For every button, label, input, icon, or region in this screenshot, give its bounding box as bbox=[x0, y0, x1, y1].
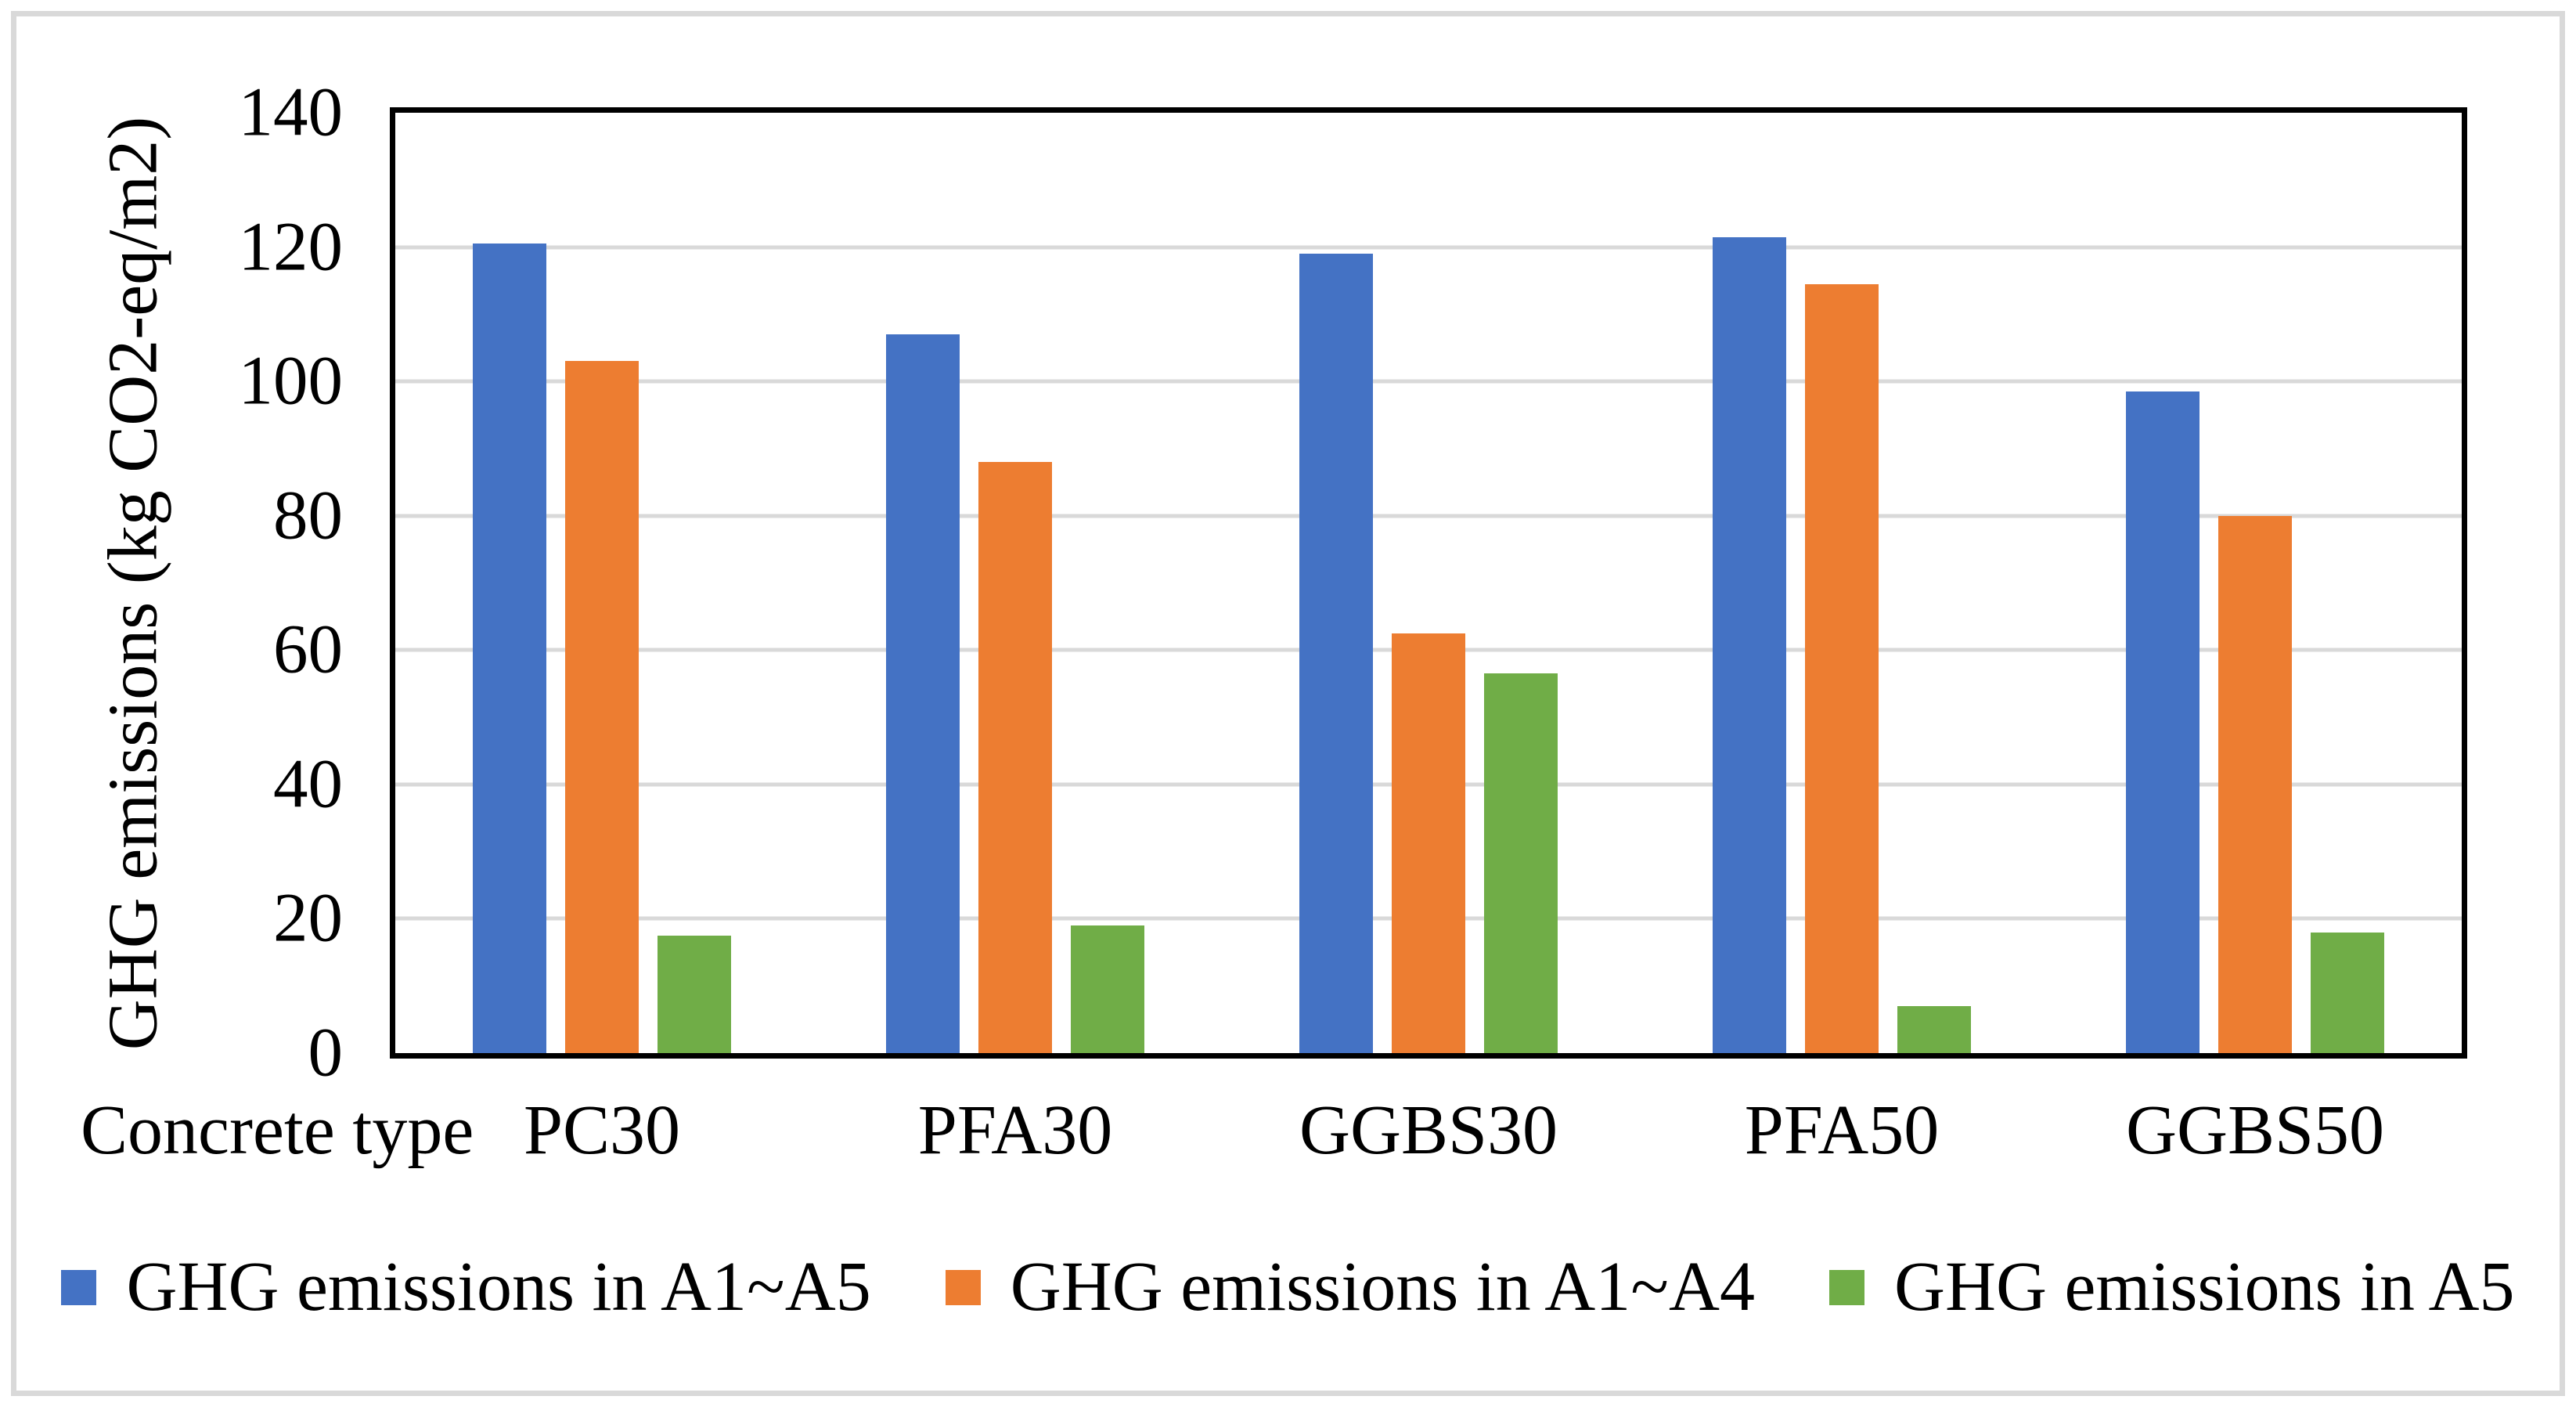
y-tick-label: 100 bbox=[238, 342, 344, 420]
legend-label: GHG emissions in A1~A5 bbox=[126, 1248, 871, 1326]
y-tick-label: 60 bbox=[273, 611, 343, 688]
bars-layer bbox=[395, 113, 2462, 1053]
bar bbox=[886, 334, 960, 1053]
bar bbox=[1713, 236, 1786, 1053]
legend-marker-icon bbox=[1828, 1269, 1864, 1305]
legend-item: GHG emissions in A1~A4 bbox=[945, 1248, 1755, 1326]
y-tick-label: 120 bbox=[238, 208, 344, 286]
legend-label: GHG emissions in A1~A4 bbox=[1010, 1248, 1755, 1326]
x-category-label: PFA50 bbox=[1744, 1091, 1940, 1169]
x-category-label: PFA30 bbox=[917, 1091, 1113, 1169]
bar-group-ggbs50 bbox=[2048, 113, 2462, 1053]
bar bbox=[1071, 925, 1144, 1053]
plot-area bbox=[390, 107, 2467, 1059]
y-tick-label: 140 bbox=[238, 74, 344, 151]
bar-group-ggbs30 bbox=[1222, 113, 1635, 1053]
bar-group-pfa30 bbox=[809, 113, 1222, 1053]
bar bbox=[1484, 673, 1558, 1053]
y-tick-label: 40 bbox=[273, 745, 343, 823]
legend-item: GHG emissions in A5 bbox=[1828, 1248, 2515, 1326]
bar bbox=[2311, 932, 2384, 1053]
bar bbox=[2126, 391, 2200, 1053]
gridline bbox=[395, 245, 2462, 250]
legend-label: GHG emissions in A5 bbox=[1893, 1248, 2515, 1326]
bar bbox=[978, 462, 1052, 1053]
bar bbox=[1897, 1005, 1971, 1053]
y-axis-ticks: 0 20 40 60 80 100 120 140 bbox=[0, 0, 344, 1407]
bar bbox=[1805, 283, 1879, 1053]
legend: GHG emissions in A1~A5 GHG emissions in A… bbox=[0, 1250, 2576, 1325]
x-category-label: GGBS50 bbox=[2125, 1091, 2385, 1169]
bar bbox=[658, 935, 731, 1053]
x-category-label: GGBS30 bbox=[1299, 1091, 1558, 1169]
y-tick-label: 80 bbox=[273, 477, 343, 554]
bar bbox=[473, 244, 546, 1053]
bar bbox=[565, 361, 639, 1053]
bar bbox=[2218, 515, 2292, 1053]
bar-group-pc30 bbox=[395, 113, 809, 1053]
legend-marker-icon bbox=[945, 1269, 981, 1305]
bar bbox=[1392, 633, 1465, 1053]
bar-group-pfa50 bbox=[1635, 113, 2048, 1053]
y-tick-label: 0 bbox=[308, 1014, 344, 1091]
legend-item: GHG emissions in A1~A5 bbox=[61, 1248, 871, 1326]
gridline bbox=[395, 379, 2462, 384]
gridline bbox=[395, 514, 2462, 518]
x-category-label: PC30 bbox=[523, 1091, 681, 1169]
bar bbox=[1299, 254, 1373, 1053]
x-axis-caption: Concrete type bbox=[81, 1091, 474, 1169]
y-tick-label: 20 bbox=[273, 879, 343, 957]
legend-marker-icon bbox=[61, 1269, 97, 1305]
